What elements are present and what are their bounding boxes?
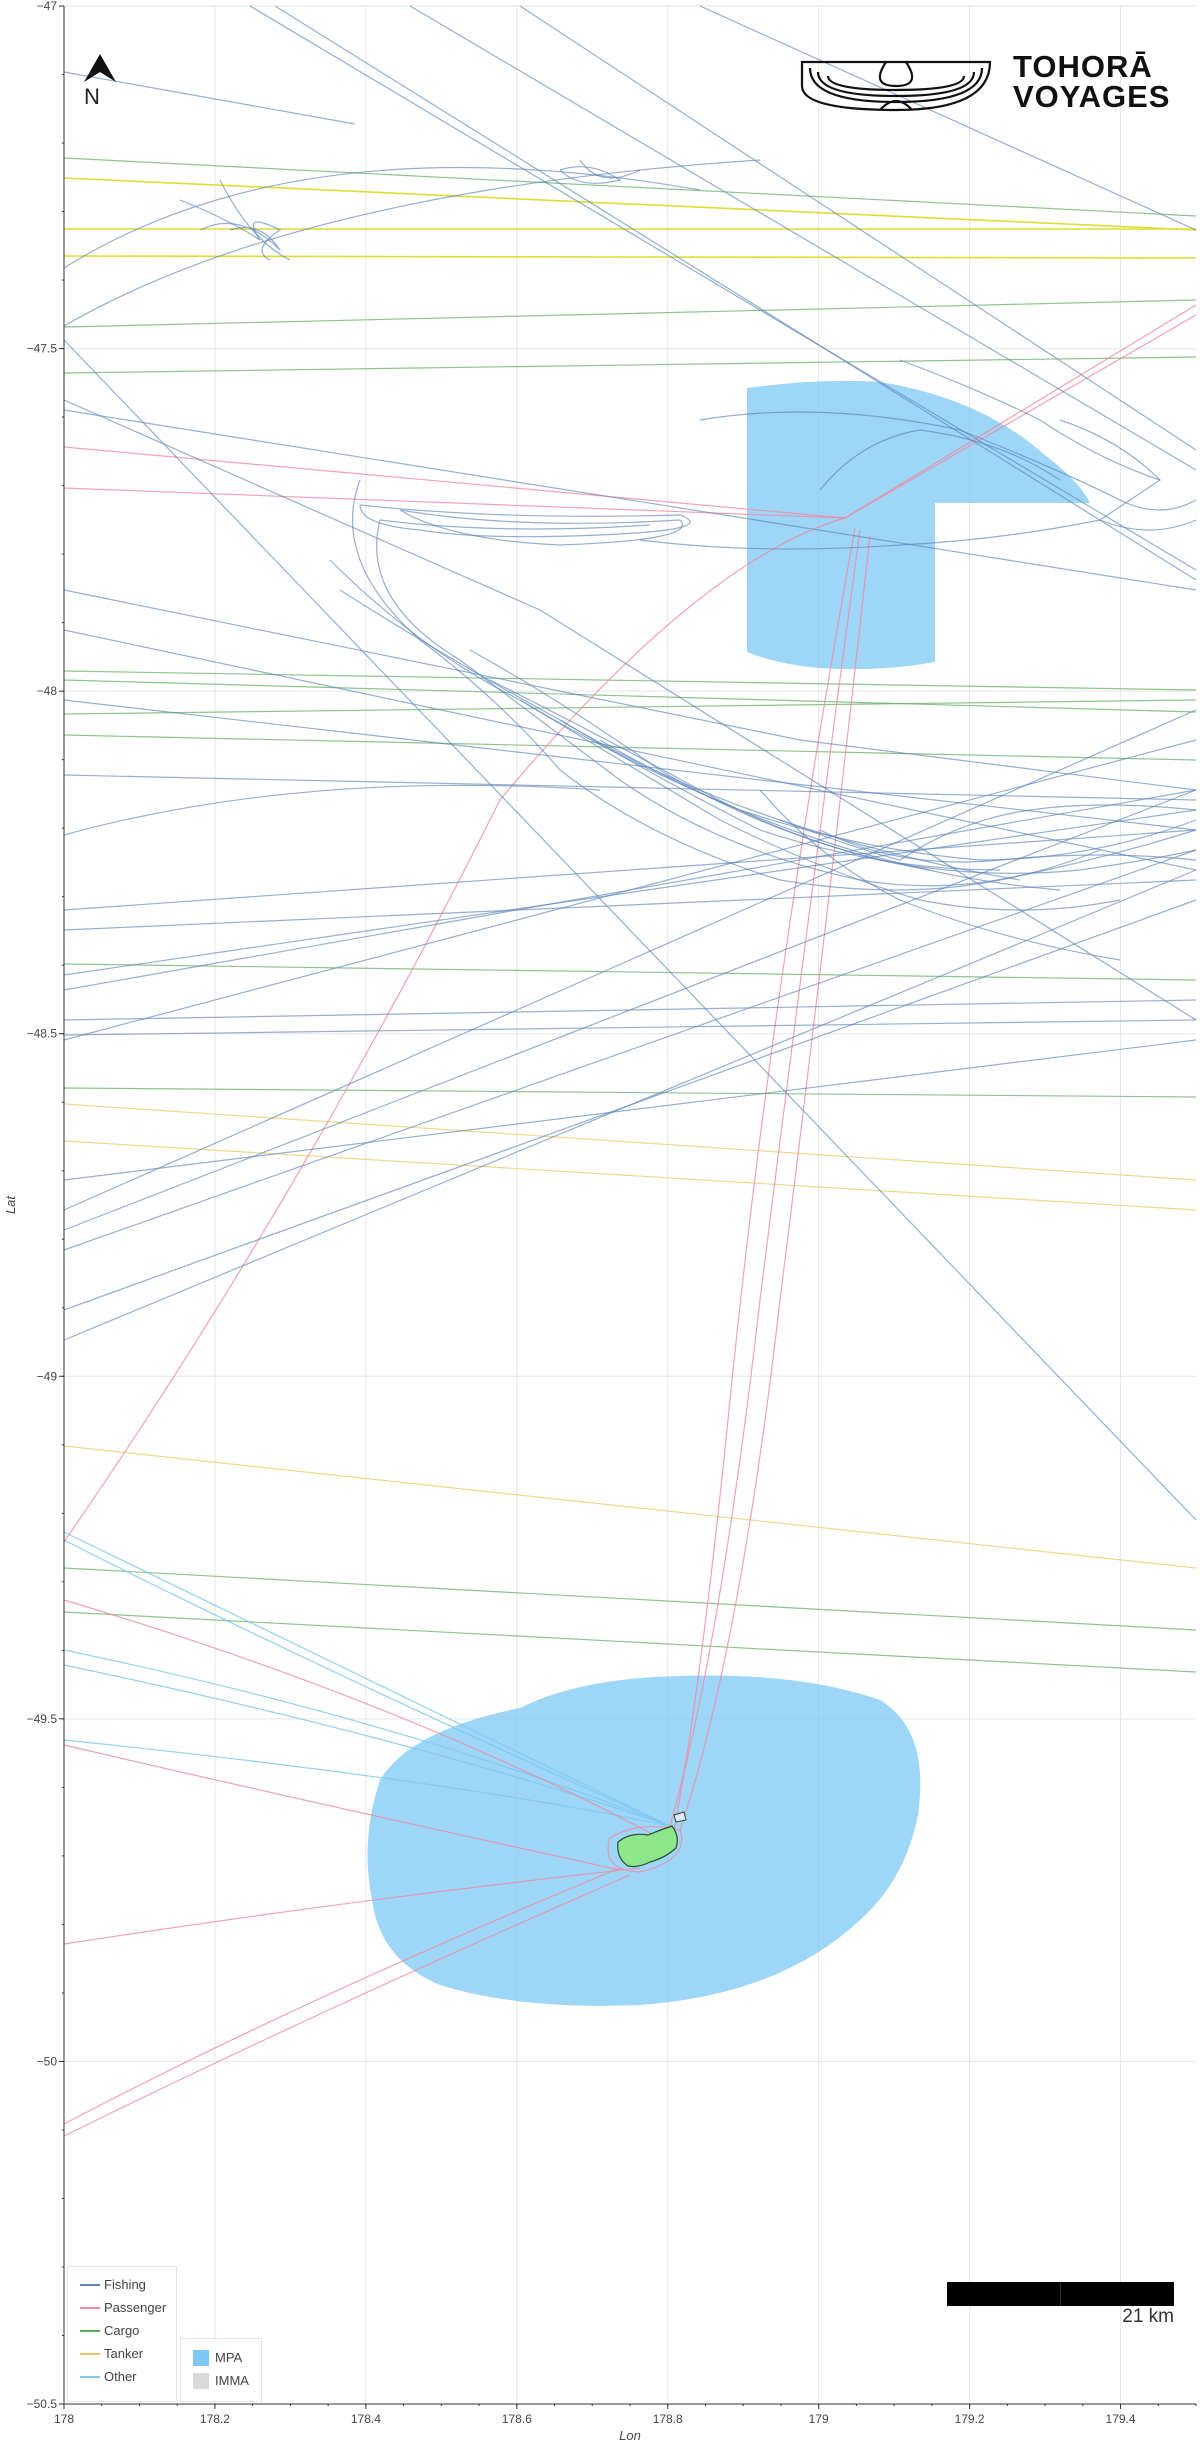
x-tick-label: 178.2	[200, 2412, 230, 2426]
passenger-tracks	[63, 304, 1197, 2137]
north-arrow-icon	[84, 54, 116, 82]
legend-swatch-imma	[193, 2373, 209, 2389]
legend-label: Passenger	[104, 2300, 167, 2315]
legend-label: Other	[104, 2369, 137, 2384]
mpa-north	[747, 380, 1090, 670]
legend-label: IMMA	[215, 2373, 249, 2388]
axis-ticks: 178 178.2 178.4 178.6 178.8 179 179.2 179.4 −47 −…	[27, 0, 1197, 2426]
x-tick-label: 179	[809, 2412, 829, 2426]
y-tick-label: −50.5	[27, 2397, 58, 2411]
island-small	[673, 1811, 687, 1823]
y-tick-label: −47	[37, 0, 58, 13]
brand-line-1: TOHORĀ	[1013, 49, 1153, 84]
scale-bar-label: 21 km	[1122, 2306, 1174, 2327]
legend-label: MPA	[215, 2350, 243, 2365]
north-label: N	[84, 84, 100, 109]
legend-line-tanker	[80, 2353, 100, 2355]
legend-line-fishing	[80, 2284, 100, 2286]
y-tick-label: −48	[37, 684, 58, 698]
brand-name: TOHORĀ VOYAGES	[1013, 49, 1171, 114]
other-tracks	[63, 1531, 671, 1827]
x-tick-label: 179.2	[955, 2412, 985, 2426]
islands	[617, 1811, 687, 1868]
x-tick-label: 179.4	[1106, 2412, 1136, 2426]
y-axis-label: Lat	[3, 1195, 18, 1214]
legend-label: Tanker	[104, 2346, 144, 2361]
y-tick-label: −47.5	[27, 342, 58, 356]
legend-tracks: Fishing Passenger Cargo Tanker Other	[67, 2266, 177, 2402]
fishing-tracks	[63, 5, 1197, 1521]
tanker-tracks	[63, 1103, 1197, 1569]
legend-areas: MPA IMMA	[180, 2338, 262, 2402]
x-axis-label: Lon	[619, 2428, 641, 2443]
x-tick-label: 178.6	[502, 2412, 532, 2426]
scale-bar	[947, 2282, 1174, 2306]
legend-label: Fishing	[104, 2277, 146, 2292]
y-tick-label: −49.5	[27, 1712, 58, 1726]
y-tick-label: −48.5	[27, 1027, 58, 1041]
x-tick-label: 178.8	[653, 2412, 683, 2426]
legend-line-passenger	[80, 2307, 100, 2309]
y-tick-label: −50	[37, 2054, 58, 2068]
cargo-tracks	[63, 157, 1197, 1673]
tohora-logo-icon	[800, 60, 992, 112]
x-tick-label: 178	[54, 2412, 74, 2426]
plot-area	[64, 6, 1196, 2404]
brand-line-2: VOYAGES	[1013, 79, 1171, 114]
legend-line-other	[80, 2376, 100, 2378]
island-main	[617, 1825, 678, 1868]
legend-label: Cargo	[104, 2323, 140, 2338]
y-tick-label: −49	[37, 1369, 58, 1383]
legend-line-cargo	[80, 2330, 100, 2332]
x-tick-label: 178.4	[351, 2412, 381, 2426]
vessel-tracks	[63, 5, 1197, 2137]
legend-swatch-mpa	[193, 2350, 209, 2366]
